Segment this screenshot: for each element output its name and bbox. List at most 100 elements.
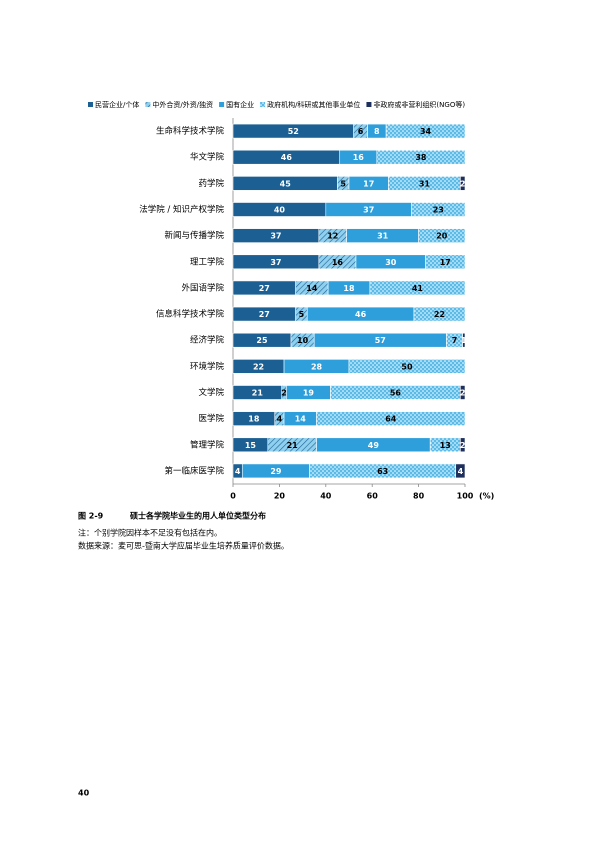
x-tick-label: 80: [413, 492, 425, 501]
y-tick-label: 华文学院: [190, 152, 225, 163]
bar-segment: [316, 411, 466, 426]
data-label: 5: [340, 179, 346, 188]
y-tick-label: 信息科学技术学院: [156, 309, 225, 320]
data-label: 5: [299, 310, 305, 319]
data-label: 2: [281, 389, 287, 398]
data-label: 17: [440, 258, 451, 267]
bar-segment: [460, 385, 466, 400]
y-tick-label: 新闻与传播学院: [164, 230, 224, 241]
x-unit: (%): [479, 492, 494, 501]
legend-label: 民营企业/个体: [95, 100, 139, 109]
data-label: 45: [280, 179, 292, 188]
data-label: 18: [248, 415, 260, 424]
y-tick-label: 医学院: [198, 413, 224, 424]
data-label: 4: [458, 467, 464, 476]
data-label: 4: [235, 467, 241, 476]
y-tick-label: 管理学院: [190, 439, 225, 450]
data-label: 41: [412, 284, 424, 293]
data-label: 21: [252, 389, 264, 398]
x-tick-label: 100: [457, 492, 474, 501]
legend-swatch: [260, 102, 266, 107]
y-tick-label: 药学院: [198, 178, 224, 189]
data-label: 46: [355, 310, 367, 319]
x-tick-label: 20: [274, 492, 286, 501]
data-label: 10: [297, 336, 309, 345]
caption-number: 图 2-9: [78, 512, 104, 521]
data-label: 1: [461, 336, 467, 345]
bar-segment: [411, 202, 466, 217]
data-label: 34: [420, 127, 432, 136]
data-label: 31: [419, 179, 431, 188]
legend-label: 中外合资/外资/独资: [152, 100, 213, 109]
data-label: 37: [363, 206, 374, 215]
x-tick-label: 60: [367, 492, 379, 501]
data-label: 64: [385, 415, 397, 424]
data-label: 63: [377, 467, 388, 476]
data-label: 14: [295, 415, 307, 424]
bar-segment: [455, 463, 466, 479]
y-tick-label: 理工学院: [190, 256, 225, 267]
data-label: 23: [433, 206, 444, 215]
data-label: 18: [343, 284, 355, 293]
legend-swatch: [88, 102, 93, 107]
bar-segment: [369, 280, 466, 296]
bar-segment: [413, 306, 466, 322]
data-label: 52: [288, 127, 299, 136]
y-tick-label: 法学院 / 知识产权学院: [139, 204, 224, 215]
note: 注：个别学院因样本不足没有包括在内。: [78, 528, 222, 538]
legend-swatch: [145, 102, 151, 107]
y-tick-label: 第一临床医学院: [164, 465, 224, 476]
data-label: 12: [327, 232, 338, 241]
legend-swatch: [366, 102, 372, 107]
data-label: 2: [460, 389, 466, 398]
data-label: 13: [440, 441, 451, 450]
legend-label: 非政府或非营利组织(NGO等): [373, 100, 465, 109]
data-label: 31: [377, 232, 389, 241]
page-number: 40: [78, 789, 90, 798]
data-label: 37: [270, 232, 281, 241]
data-label: 2: [460, 441, 466, 450]
data-label: 20: [436, 232, 448, 241]
bar-segment: [385, 123, 466, 139]
legend-swatch: [219, 102, 225, 107]
data-label: 57: [375, 336, 386, 345]
data-label: 27: [259, 284, 270, 293]
data-label: 40: [274, 206, 286, 215]
note: 数据来源：麦可思-暨南大学应届毕业生培养质量评价数据。: [78, 541, 289, 551]
legend-label: 国有企业: [226, 100, 254, 109]
bar-segment: [425, 254, 466, 270]
data-label: 8: [374, 127, 380, 136]
data-label: 7: [452, 336, 458, 345]
data-label: 22: [253, 362, 264, 371]
data-label: 50: [401, 362, 413, 371]
bar-segment: [460, 437, 466, 453]
x-tick-label: 40: [320, 492, 332, 501]
data-label: 56: [390, 389, 402, 398]
data-label: 16: [353, 153, 365, 162]
legend-label: 政府机构/科研或其他事业单位: [267, 100, 360, 109]
caption-title: 硕士各学院毕业生的用人单位类型分布: [130, 511, 266, 521]
data-label: 27: [259, 310, 270, 319]
data-label: 28: [311, 362, 323, 371]
bar-segment: [376, 149, 466, 165]
data-label: 16: [332, 258, 344, 267]
data-label: 14: [306, 284, 318, 293]
x-tick-label: 0: [230, 492, 236, 501]
data-label: 38: [415, 153, 427, 162]
data-label: 30: [385, 258, 397, 267]
data-label: 21: [287, 441, 299, 450]
y-tick-label: 环境学院: [190, 361, 225, 372]
data-label: 29: [270, 467, 282, 476]
data-label: 49: [368, 441, 380, 450]
y-tick-label: 文学院: [198, 387, 224, 398]
bar-segment: [348, 359, 466, 374]
y-tick-label: 外国语学院: [181, 282, 224, 293]
data-label: 4: [277, 415, 283, 424]
bar-segment: [462, 332, 466, 348]
bar-segment: [418, 228, 466, 243]
data-label: 6: [358, 127, 364, 136]
data-label: 22: [434, 310, 445, 319]
data-label: 19: [303, 389, 315, 398]
